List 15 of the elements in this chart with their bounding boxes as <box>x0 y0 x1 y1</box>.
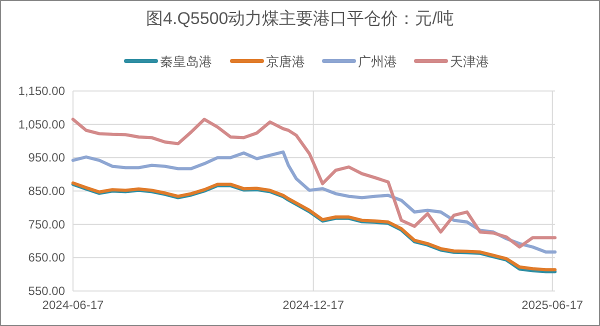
legend-label: 京唐港 <box>266 54 305 69</box>
y-tick-label: 850.00 <box>28 184 66 198</box>
x-tick-label: 2024-06-17 <box>42 298 104 312</box>
y-tick-label: 950.00 <box>28 150 66 165</box>
y-tick-label: 650.00 <box>28 250 66 265</box>
legend-label: 秦皇岛港 <box>160 54 212 69</box>
x-tick-label: 2024-12-17 <box>282 298 344 312</box>
y-tick-label: 750.00 <box>28 217 66 232</box>
legend-label: 天津港 <box>450 54 489 69</box>
y-tick-label: 1,050.00 <box>18 117 66 132</box>
y-tick-label: 1,150.00 <box>18 84 66 98</box>
legend-label: 广州港 <box>358 54 397 69</box>
y-tick-label: 550.00 <box>28 284 66 298</box>
x-tick-label: 2025-06-17 <box>522 298 584 312</box>
chart-title: 图4.Q5500动力煤主要港口平仓价：元/吨 <box>146 9 454 28</box>
